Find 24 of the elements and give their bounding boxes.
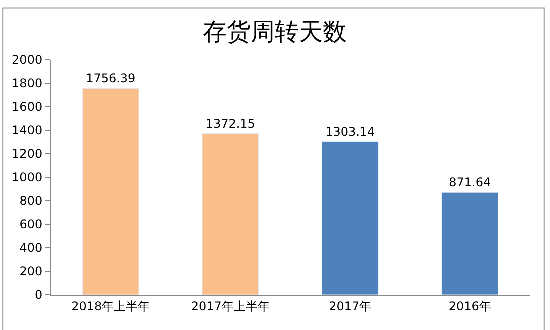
chart-title: 存货周转天数 — [203, 18, 347, 46]
data-label: 871.64 — [449, 176, 492, 190]
data-label: 1372.15 — [206, 116, 256, 131]
y-tick-label: 800 — [20, 194, 43, 208]
y-tick-label: 1800 — [12, 76, 43, 91]
y-tick-label: 400 — [20, 241, 43, 256]
x-tick-label: 2017年 — [329, 299, 372, 314]
y-tick-label: 0 — [34, 288, 43, 302]
y-tick-label: 600 — [20, 218, 43, 232]
bar — [442, 192, 499, 295]
x-tick-label: 2018年上半年 — [72, 299, 150, 314]
data-label: 1303.14 — [326, 124, 376, 139]
y-tick-label: 1000 — [12, 170, 43, 185]
data-label: 1756.39 — [86, 72, 136, 86]
y-tick-label: 2000 — [12, 53, 43, 68]
bar — [82, 88, 140, 295]
y-tick-label: 1600 — [12, 100, 43, 114]
y-tick-label: 1400 — [12, 124, 43, 138]
bar — [322, 142, 379, 295]
y-tick-label: 1200 — [12, 147, 43, 162]
x-tick-label: 2016年 — [448, 299, 492, 314]
bar — [202, 134, 260, 295]
x-tick-label: 2017年上半年 — [191, 299, 270, 314]
y-tick-label: 200 — [20, 264, 43, 279]
